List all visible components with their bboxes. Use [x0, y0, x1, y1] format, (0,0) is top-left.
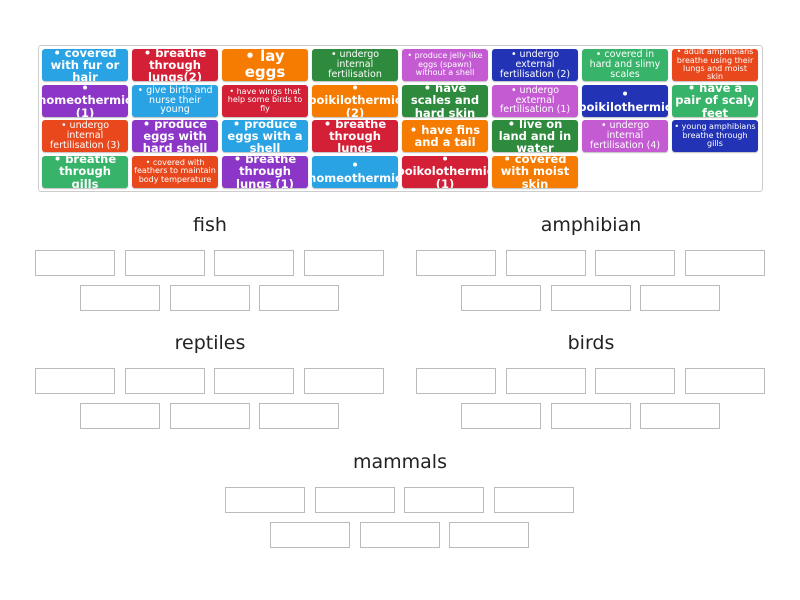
drop-slot[interactable] [225, 487, 305, 513]
drop-slot[interactable] [359, 522, 440, 548]
drop-slot[interactable] [461, 403, 541, 429]
word-tile[interactable]: • undergo external fertilisation (2) [492, 49, 578, 81]
group-title: reptiles [174, 332, 246, 354]
drop-slot[interactable] [124, 368, 205, 394]
word-tile[interactable]: • produce jelly-like eggs (spawn) withou… [402, 49, 488, 81]
drop-slot[interactable] [595, 368, 675, 394]
group-title: amphibian [540, 214, 642, 236]
word-tile[interactable]: • covered with feathers to maintain body… [132, 155, 218, 188]
group-title: birds [567, 332, 615, 354]
drop-slot[interactable] [550, 403, 631, 429]
word-tile[interactable]: • have scales and hard skin [402, 84, 488, 117]
drop-slot[interactable] [35, 250, 115, 276]
drop-slot[interactable] [303, 250, 384, 276]
word-tile[interactable]: • breathe through lungs(2) [132, 49, 218, 81]
drop-slot[interactable] [449, 522, 529, 548]
word-tile[interactable]: • covered in hard and slimy scales [582, 49, 668, 81]
drop-slot[interactable] [461, 285, 541, 311]
word-tile[interactable]: • have a pair of scaly feet [672, 84, 758, 117]
word-tile[interactable]: • give birth and nurse their young [132, 84, 218, 117]
drop-slot[interactable] [640, 403, 720, 429]
word-tile[interactable]: • young amphibians breathe through gills [672, 120, 758, 152]
word-tile[interactable]: • breathe through lungs (1) [222, 155, 308, 188]
word-tile[interactable]: • have wings that help some birds to fly [222, 84, 308, 117]
drop-slot[interactable] [550, 285, 631, 311]
word-tile[interactable]: • have fins and a tail [402, 120, 488, 152]
drop-slot[interactable] [505, 250, 586, 276]
word-tile[interactable]: • breathe through gills [42, 155, 128, 188]
word-tile[interactable]: • homeothermic [312, 155, 398, 188]
drop-slot[interactable] [684, 368, 765, 394]
drop-slot[interactable] [259, 403, 339, 429]
drop-slot[interactable] [640, 285, 720, 311]
drop-slot[interactable] [80, 285, 160, 311]
drop-slot[interactable] [35, 368, 115, 394]
word-tile[interactable]: • poikilothermic (2) [312, 84, 398, 117]
drop-slot[interactable] [214, 250, 294, 276]
drop-slot[interactable] [416, 250, 496, 276]
word-tile[interactable]: • undergo internal fertilisation (3) [42, 120, 128, 152]
drop-slot[interactable] [270, 522, 350, 548]
word-tile[interactable]: • breathe through lungs [312, 120, 398, 152]
word-tile[interactable]: • produce eggs with hard shell [132, 120, 218, 152]
word-tile[interactable]: • undergo internal fertilisation [312, 49, 398, 81]
drop-slot[interactable] [259, 285, 339, 311]
drop-slot[interactable] [124, 250, 205, 276]
group-title: fish [193, 214, 227, 236]
word-tile[interactable]: • poikilothermic [582, 84, 668, 117]
drop-slot[interactable] [493, 487, 574, 513]
drop-slot[interactable] [169, 285, 250, 311]
group-title: mammals [353, 451, 447, 473]
word-tile[interactable]: • covered with fur or hair [42, 49, 128, 81]
word-tile[interactable]: • live on land and in water [492, 120, 578, 152]
word-tile[interactable]: • homeothermic (1) [42, 84, 128, 117]
word-tile[interactable]: • lay eggs [222, 49, 308, 81]
word-tile[interactable]: • undergo internal fertilisation (4) [582, 120, 668, 152]
word-tile[interactable]: • undergo external fertilisation (1) [492, 84, 578, 117]
word-tile[interactable]: • covered with moist skin [492, 155, 578, 188]
drop-slot[interactable] [169, 403, 250, 429]
drop-slot[interactable] [314, 487, 395, 513]
drop-slot[interactable] [505, 368, 586, 394]
drop-slot[interactable] [80, 403, 160, 429]
drop-slot[interactable] [303, 368, 384, 394]
word-tile[interactable]: • poikolothermic (1) [402, 155, 488, 188]
drop-slot[interactable] [684, 250, 765, 276]
word-tile[interactable]: • adult amphibians breathe using their l… [672, 49, 758, 81]
drop-slot[interactable] [214, 368, 294, 394]
drop-slot[interactable] [404, 487, 484, 513]
word-tile[interactable]: • produce eggs with a shell [222, 120, 308, 152]
drop-slot[interactable] [416, 368, 496, 394]
drop-slot[interactable] [595, 250, 675, 276]
